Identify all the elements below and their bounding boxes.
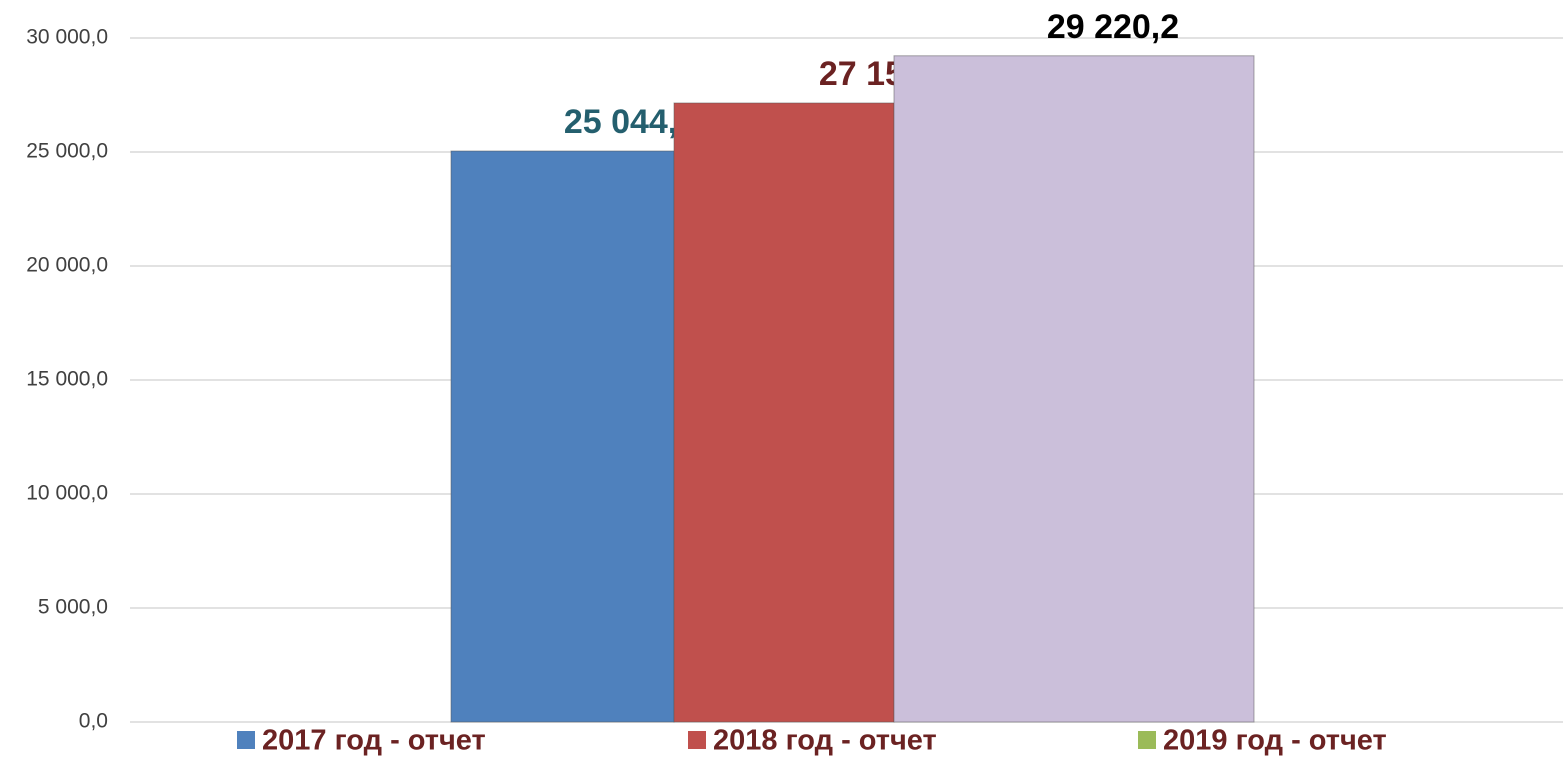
y-tick-label: 25 000,0 — [26, 140, 108, 163]
bar — [893, 55, 1255, 723]
y-tick-label: 10 000,0 — [26, 482, 108, 505]
y-tick-label: 30 000,0 — [26, 26, 108, 49]
y-tick-label: 0,0 — [79, 710, 108, 733]
bar — [450, 150, 675, 723]
legend-swatch — [237, 731, 255, 749]
y-tick-label: 20 000,0 — [26, 254, 108, 277]
legend-label: 2017 год - отчет — [262, 725, 486, 757]
y-tick-label: 15 000,0 — [26, 368, 108, 391]
legend-swatch — [688, 731, 706, 749]
legend-label: 2019 год - отчет — [1163, 725, 1387, 757]
legend-swatch — [1138, 731, 1156, 749]
legend-label: 2018 год - отчет — [713, 725, 937, 757]
bar — [673, 102, 895, 723]
data-label: 29 220,2 — [1047, 8, 1179, 46]
y-tick-label: 5 000,0 — [38, 596, 108, 619]
